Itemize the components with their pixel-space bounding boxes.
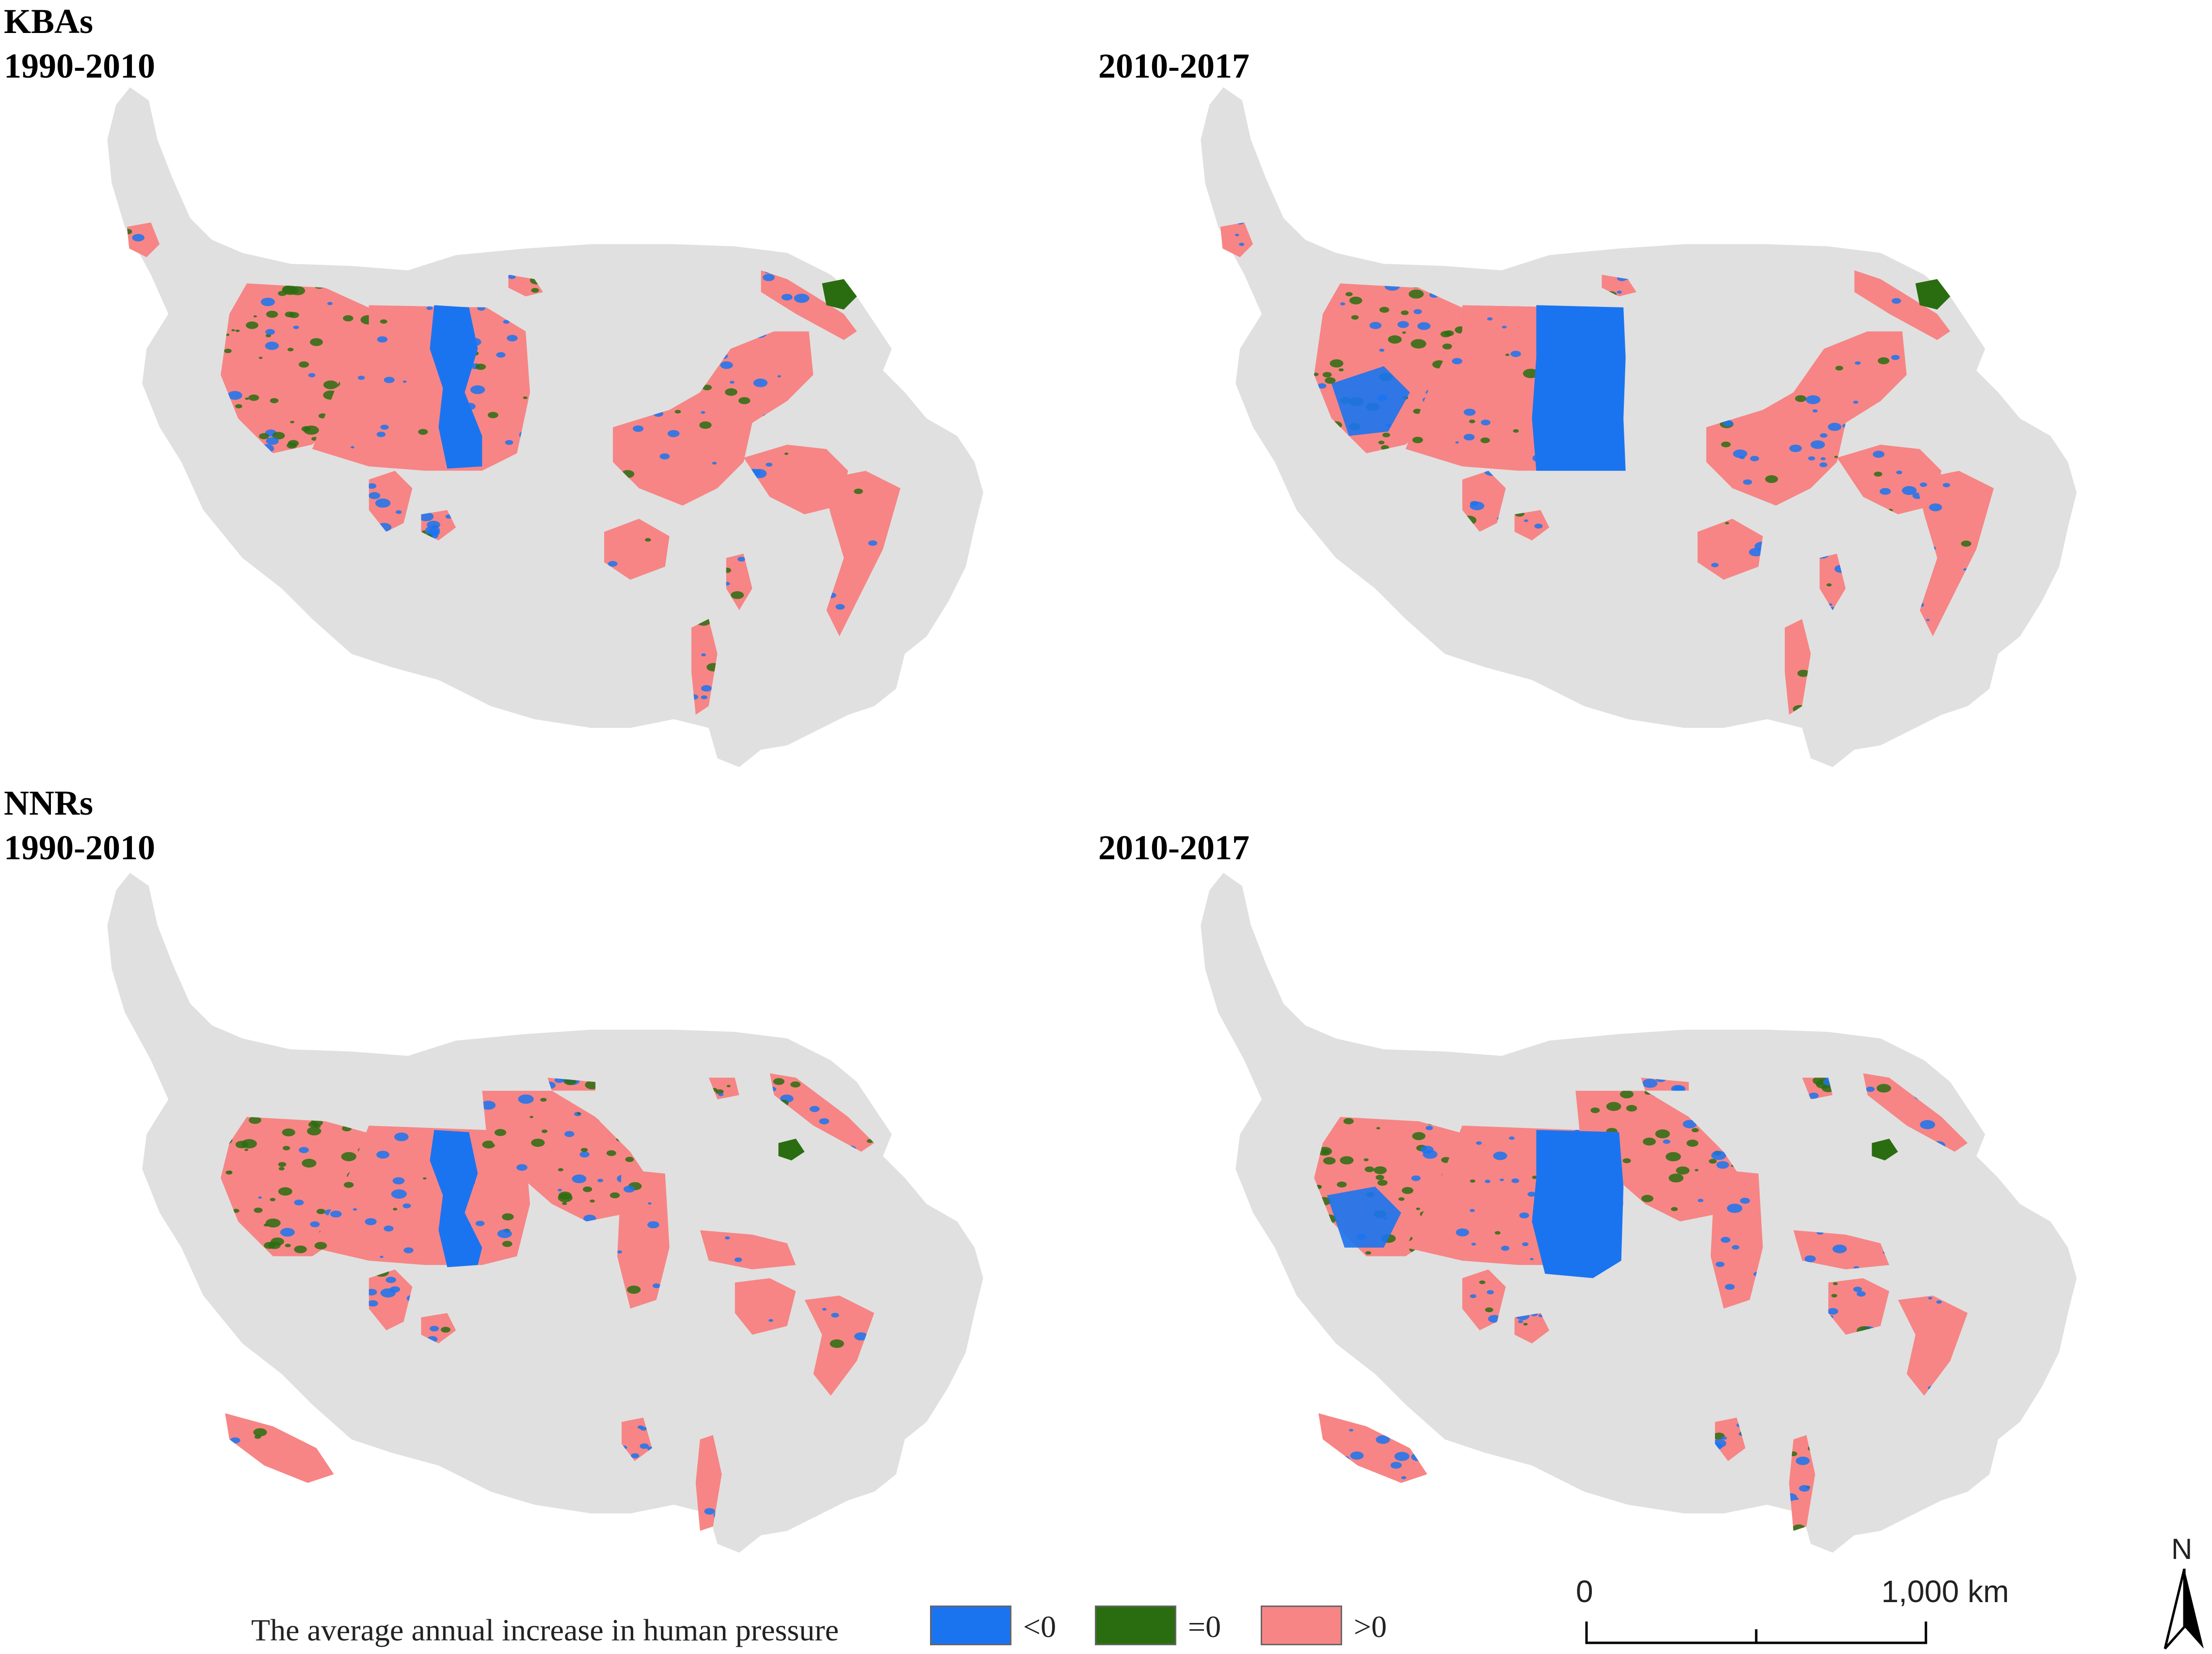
region-north-top [708, 1077, 739, 1100]
region-south-west-strip [225, 1413, 334, 1483]
group-label-nnrs: NNRs [4, 784, 94, 822]
plateau-outline [1201, 873, 2077, 1553]
map-kbas-1990 [107, 87, 983, 768]
map-kbas-2010 [1201, 87, 2077, 768]
scale-bar [1585, 1622, 1927, 1644]
legend-title: The average annual increase in human pre… [251, 1613, 839, 1647]
legend-label-negative: <0 [1023, 1609, 1057, 1644]
region-south-blob [1715, 1417, 1746, 1461]
period-label-nnrs-2010: 2010-2017 [1098, 828, 1250, 867]
plateau-outline [107, 87, 983, 768]
region-loop-south [369, 470, 413, 532]
east-zero-patch [778, 1139, 805, 1161]
region-south-chain-2 [726, 553, 753, 610]
legend-swatch-positive [1261, 1606, 1342, 1645]
map-nnrs-1990 [107, 873, 983, 1553]
legend-swatch-zero [1095, 1606, 1176, 1645]
legend-swatch-negative [930, 1606, 1011, 1645]
plateau-outline [107, 873, 983, 1553]
ne-zero-patch [822, 279, 857, 310]
period-label-nnrs-1990: 1990-2010 [4, 828, 155, 867]
east-zero-patch [1872, 1139, 1898, 1161]
central-corridor [430, 305, 482, 469]
north-arrow-label: N [2171, 1533, 2193, 1565]
north-arrow-icon [2164, 1569, 2204, 1650]
central-corridor [430, 1130, 482, 1268]
region-northwest-spot [127, 222, 160, 257]
region-east-strip [1793, 1230, 1890, 1269]
central-corridor [1532, 305, 1626, 471]
central-corridor [1532, 1130, 1624, 1278]
region-south-chain-1 [1789, 1435, 1815, 1531]
plateau-outline [1201, 87, 2077, 768]
region-south-west-strip [1318, 1413, 1427, 1483]
west-negative-patch [1327, 1187, 1401, 1248]
ne-zero-patch [1915, 279, 1951, 310]
scale-bar-end-label: 1,000 km [1881, 1574, 2009, 1609]
period-label-kbas-2010: 2010-2017 [1098, 47, 1250, 85]
period-label-kbas-1990: 1990-2010 [4, 47, 155, 85]
scale-bar-start-label: 0 [1576, 1574, 1593, 1609]
legend-label-zero: =0 [1188, 1609, 1221, 1644]
map-nnrs-2010 [1201, 873, 2077, 1553]
legend-label-positive: >0 [1354, 1609, 1387, 1644]
west-negative-patch [1331, 366, 1410, 436]
group-label-kbas: KBAs [4, 2, 94, 41]
region-south-blob [621, 1417, 652, 1461]
